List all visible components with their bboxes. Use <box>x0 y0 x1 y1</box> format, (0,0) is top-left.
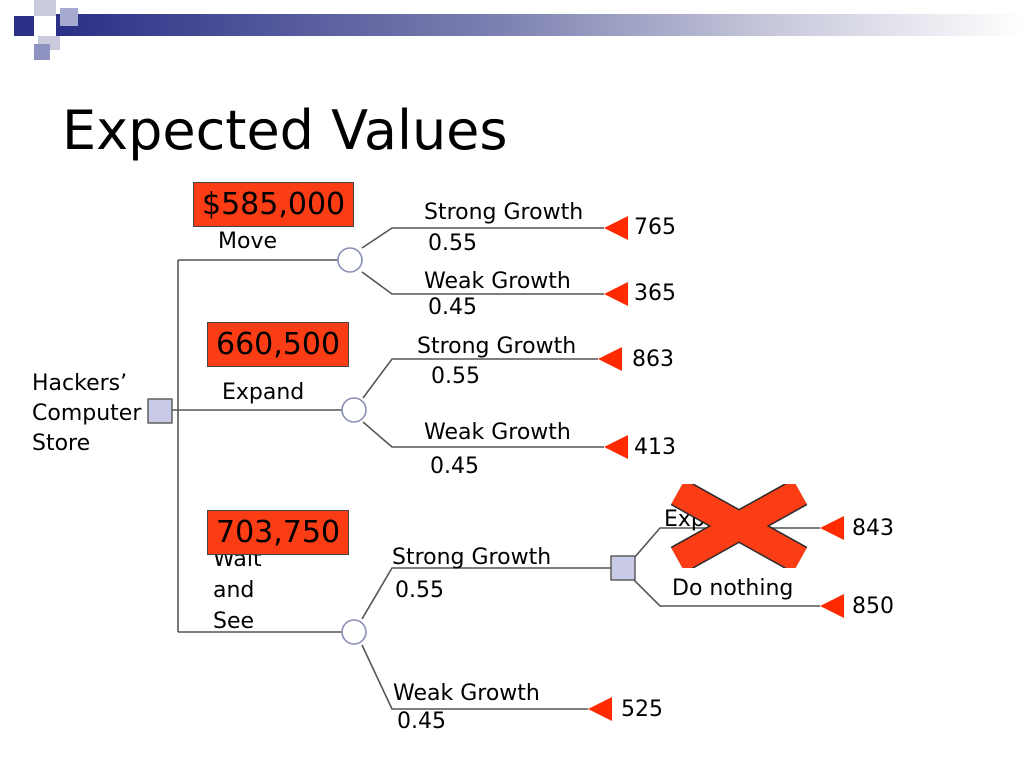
wait-label-line: and <box>213 578 255 603</box>
expand-label: Expand <box>222 380 305 405</box>
wait-label-line: See <box>213 609 255 634</box>
expand-chance-node <box>341 397 367 423</box>
second-do-nothing-payoff: 850 <box>852 594 894 619</box>
expand-expected-value-box: 660,500 <box>207 322 350 367</box>
terminal-marker <box>588 697 612 721</box>
move-weak-branch <box>361 271 604 295</box>
header-square-navy <box>14 16 34 36</box>
expand-weak-prob: 0.45 <box>430 454 479 479</box>
wait-chance-node <box>341 619 367 645</box>
wait-and-see-label: Wait and See <box>213 544 262 637</box>
move-chance-node <box>337 247 363 273</box>
expand-weak-payoff: 413 <box>634 435 676 460</box>
move-label: Move <box>218 229 277 254</box>
expand-strong-prob: 0.55 <box>431 364 480 389</box>
expand-weak-branch <box>362 421 604 448</box>
wait-expected-value-box: 703,750 <box>207 510 350 555</box>
header-square-mid <box>60 8 78 26</box>
second-expand-payoff: 843 <box>852 516 894 541</box>
wait-weak-prob: 0.45 <box>397 709 446 734</box>
terminal-marker <box>820 516 844 540</box>
wait-weak-payoff: 525 <box>621 697 663 722</box>
move-strong-prob: 0.55 <box>428 231 477 256</box>
cross-out-icon <box>670 484 808 568</box>
second-do-nothing-label: Do nothing <box>672 576 794 601</box>
root-label: Hackers’ Computer Store <box>32 369 141 459</box>
root-label-line: Store <box>32 431 91 456</box>
expand-strong-payoff: 863 <box>632 347 674 372</box>
wait-strong-label: Strong Growth <box>392 545 552 570</box>
second-do-nothing-branch <box>633 579 820 607</box>
header-square-light <box>34 0 56 16</box>
move-strong-label: Strong Growth <box>424 200 584 225</box>
move-expected-value-box: $585,000 <box>193 182 355 227</box>
move-strong-payoff: 765 <box>634 215 676 240</box>
wait-weak-branch <box>361 644 588 710</box>
header-square-mid <box>34 44 50 60</box>
move-weak-payoff: 365 <box>634 281 676 306</box>
expand-strong-branch <box>362 358 598 399</box>
second-decision-node <box>610 555 636 581</box>
root-decision-node <box>147 398 173 424</box>
move-weak-prob: 0.45 <box>428 295 477 320</box>
wait-strong-prob: 0.55 <box>395 578 444 603</box>
terminal-marker <box>604 435 628 459</box>
root-label-line: Computer <box>32 401 142 426</box>
expand-strong-label: Strong Growth <box>417 334 577 359</box>
wait-strong-branch <box>361 567 612 620</box>
expand-weak-label: Weak Growth <box>424 420 571 445</box>
terminal-marker <box>604 282 628 306</box>
header-gradient-bar <box>56 14 1024 36</box>
terminal-marker <box>604 216 628 240</box>
root-label-line: Hackers’ <box>32 371 128 396</box>
wait-weak-label: Weak Growth <box>393 681 540 706</box>
slide-title: Expected Values <box>62 99 508 162</box>
move-strong-branch <box>361 227 604 249</box>
terminal-marker <box>598 347 622 371</box>
move-weak-label: Weak Growth <box>424 269 571 294</box>
terminal-marker <box>820 594 844 618</box>
